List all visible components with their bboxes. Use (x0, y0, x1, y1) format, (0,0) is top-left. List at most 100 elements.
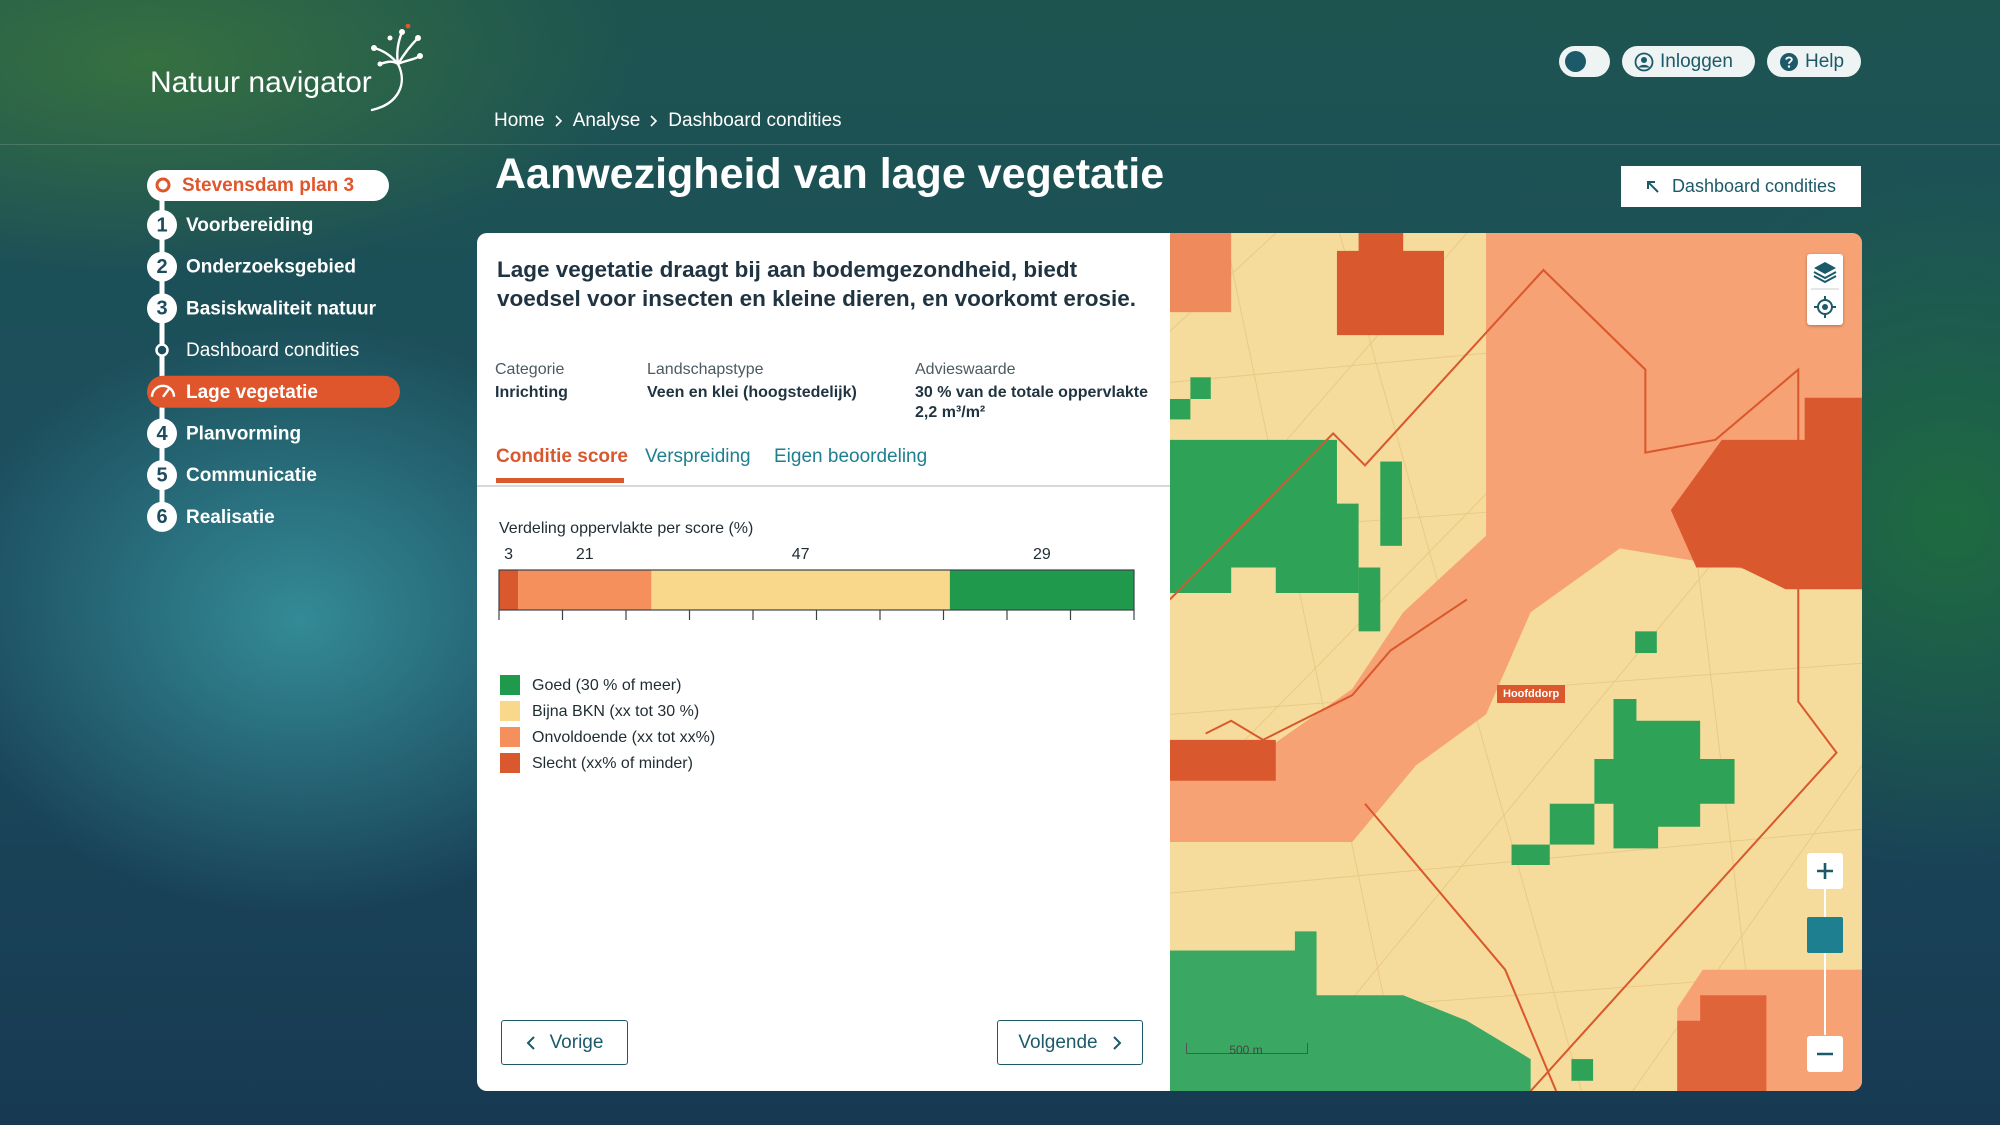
content-card: Lage vegetatie draagt bij aan bodemgezon… (477, 233, 1170, 1091)
active-pill[interactable] (147, 375, 400, 408)
boundary (1170, 268, 1838, 1091)
zoom-out[interactable] (1807, 1036, 1843, 1072)
step-number: 6 (156, 506, 167, 528)
breadcrumb-item[interactable]: Home (494, 110, 545, 131)
chevron (650, 115, 658, 127)
help-label: Help (1805, 50, 1845, 72)
step-circle (147, 251, 177, 282)
zone-good (1170, 398, 1191, 420)
bar-segment (499, 570, 519, 610)
zone-good (1635, 631, 1657, 654)
meta-label: Categorie (495, 361, 565, 378)
map-tool-icons[interactable] (1807, 254, 1843, 325)
meta-item: Landschapstype Veen en klei (hoogstedelij… (647, 361, 857, 403)
legend-label: Slecht (xx% of minder) (532, 755, 693, 772)
logo-icon (370, 24, 423, 112)
breadcrumb: Home Analyse Dashboard condities (494, 110, 842, 132)
segment-label: 21 (576, 546, 594, 563)
step-label[interactable]: Onderzoeksgebied (186, 257, 356, 278)
tab-underline (496, 478, 624, 483)
meta-value: Veen en klei (hoogstedelijk) (647, 384, 857, 401)
previous-button[interactable]: Vorige (501, 1020, 628, 1065)
zoom-in[interactable] (1807, 853, 1843, 889)
zone-poor (1170, 739, 1276, 781)
segment-label: 47 (792, 546, 810, 563)
zone-good (1511, 844, 1550, 866)
step-label[interactable]: Lage vegetatie (186, 382, 318, 403)
step-circle (147, 210, 177, 240)
step-label[interactable]: Realisatie (186, 507, 275, 528)
step-number: 2 (156, 256, 167, 278)
user-icon (1634, 52, 1654, 71)
map[interactable]: Hoofddorp 500 m (1170, 233, 1862, 1091)
chevron (555, 115, 562, 127)
chart-title: Verdeling oppervlakte per score (%) (499, 520, 753, 537)
zone-good (1380, 461, 1402, 546)
tab[interactable]: Conditie score (496, 446, 628, 467)
help-icon (1780, 52, 1798, 71)
step-label[interactable]: Dashboard condities (186, 340, 359, 361)
meta-value: 30 % van de totale oppervlakte (915, 384, 1148, 401)
zone-good (1549, 803, 1595, 845)
breadcrumb-item[interactable]: Analyse (572, 110, 641, 131)
tab[interactable]: Eigen beoordeling (774, 446, 928, 467)
zone-poor (1677, 995, 1767, 1091)
zone-poor (1170, 233, 1232, 313)
theme-toggle[interactable] (1559, 46, 1610, 77)
project-pill[interactable] (147, 170, 389, 201)
step-number: 5 (156, 464, 167, 486)
legend-swatch (500, 727, 520, 747)
zone-good (1571, 1059, 1594, 1081)
zone-good (1594, 699, 1735, 849)
zoom-track (1824, 889, 1826, 1035)
tab-divider (477, 485, 1170, 487)
zone-good (1358, 567, 1381, 632)
back-button-label: Dashboard condities (1671, 176, 1837, 196)
map-canvas (1170, 233, 1862, 1091)
zoom-handle[interactable] (1807, 917, 1843, 953)
zone-good (1170, 931, 1531, 1091)
legend-swatch (500, 753, 520, 773)
chevron-left (526, 1035, 535, 1050)
logo[interactable]: Natuur navigator (150, 66, 372, 99)
legend-swatch (500, 675, 520, 695)
scale-bar (1186, 1043, 1308, 1054)
meta-label: Landschapstype (647, 361, 764, 378)
step-circle (147, 293, 177, 324)
next-label: Volgende (1018, 1031, 1098, 1053)
step-label[interactable]: Voorbereiding (186, 215, 313, 236)
legend-swatch (500, 701, 520, 721)
header-divider (0, 144, 2000, 145)
step-circle (147, 501, 177, 532)
next-button[interactable]: Volgende (997, 1020, 1143, 1065)
step-number: 4 (156, 423, 168, 445)
step-label[interactable]: Communicatie (186, 465, 317, 486)
scale-label: 500 m (1229, 1043, 1263, 1057)
meta-item: Categorie Inrichting (495, 361, 568, 403)
login-button[interactable]: Inloggen (1622, 46, 1755, 77)
chevron-right (1112, 1035, 1122, 1050)
meta-value: 2,2 m³/m² (915, 404, 986, 421)
step-label[interactable]: Basiskwaliteit natuur (186, 298, 377, 319)
legend-label: Onvoldoende (xx tot xx%) (532, 729, 715, 746)
meta-item: Advieswaarde 30 % van de totale oppervlak… (915, 361, 1148, 423)
step-label[interactable]: Planvorming (186, 424, 301, 445)
back-button[interactable]: Dashboard condities (1621, 166, 1861, 207)
project-name[interactable]: Stevensdam plan 3 (182, 175, 354, 196)
page-title: Aanwezigheid van lage vegetatie (495, 150, 1165, 198)
step-circle (147, 418, 177, 449)
plus-icon (1817, 863, 1833, 879)
login-label: Inloggen (1660, 50, 1733, 72)
zone-good (1170, 439, 1359, 594)
zone-poor (1670, 397, 1862, 590)
help-button[interactable]: Help (1767, 46, 1861, 77)
previous-label: Vorige (549, 1031, 604, 1053)
sidebar: Stevensdam plan 3 1 Voorbereiding 2 Onderzo… (147, 170, 400, 532)
minus-icon (1817, 1052, 1833, 1056)
step-circle (147, 460, 177, 491)
tab[interactable]: Verspreiding (645, 446, 751, 467)
step-number: 1 (156, 214, 167, 236)
zone-poor (1336, 233, 1444, 336)
bar-segment (518, 570, 652, 610)
